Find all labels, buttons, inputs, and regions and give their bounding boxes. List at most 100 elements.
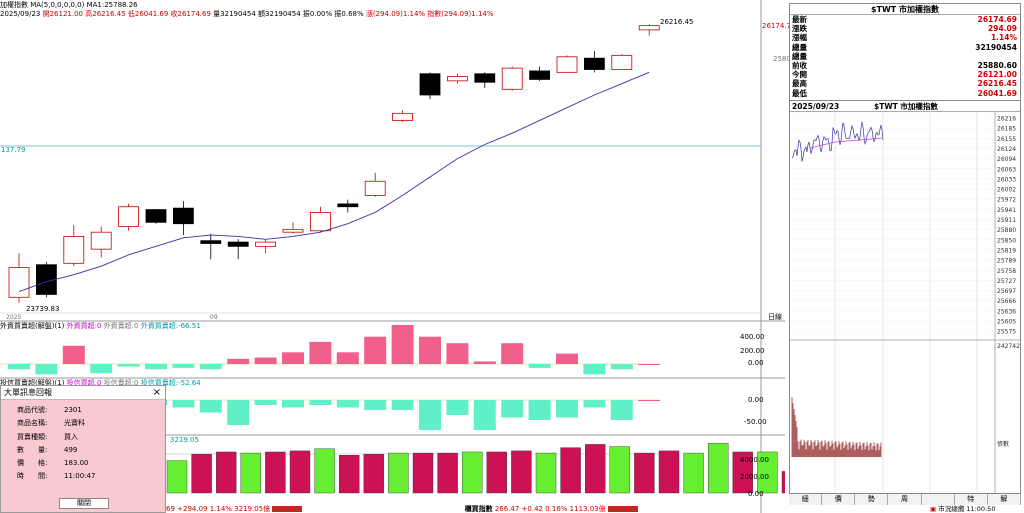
- dialog-rows: 商品代號: 2301 商品名稱: 光寶科 買賣種類: 買入數 量: 499 價 格: 183.0…: [1, 400, 165, 484]
- quote-rows: 最新 26174.69 漲跌 294.09 漲幅 1.14% 總量 32190454 總量 前收 2…: [790, 15, 1020, 98]
- quote-panel: $TWT 市加權指數 最新 26174.69 漲跌 294.09 漲幅 1.14% 總量 32…: [789, 3, 1021, 103]
- volume-bar: [339, 455, 360, 494]
- volume-bar: [240, 452, 262, 494]
- mini-price-line: [791, 121, 884, 162]
- mini-tab[interactable]: [921, 494, 955, 505]
- sub2-bar: [199, 400, 222, 413]
- sub2-tick-1: -50.00: [744, 418, 767, 426]
- quote-row: 最低 26041.69: [790, 89, 1020, 98]
- volume-bar: [732, 451, 753, 494]
- header-chg1: 振0.00%: [302, 10, 333, 18]
- mini-chart-svg[interactable]: 26216 26185 26155 26124 26094 26063 26033 26002…: [790, 112, 1020, 504]
- dialog-close-button[interactable]: 關閉: [59, 498, 109, 509]
- candle: [172, 207, 194, 225]
- quote-value: 25880.60: [977, 60, 1017, 70]
- sub2-bar: [419, 400, 441, 430]
- sub3-tick-1: 2000.00: [740, 473, 769, 481]
- sub1-bar: [336, 352, 359, 364]
- quote-label: 今開: [792, 70, 807, 80]
- dialog-row: 數 量: 499: [1, 444, 165, 457]
- sub1-bar: [199, 364, 222, 370]
- sub1-bar: [610, 364, 633, 370]
- mini-tab[interactable]: 細: [789, 494, 823, 505]
- sub1-bar: [501, 343, 524, 364]
- sub2-bar: [528, 400, 551, 420]
- candle: [90, 231, 112, 250]
- sub2-bar: [446, 400, 469, 415]
- mini-price-tick: 25636: [997, 308, 1016, 315]
- dialog-value: 光寶科: [64, 419, 85, 428]
- quote-row: 前收 25880.60: [790, 61, 1020, 70]
- sub1-bar: [583, 364, 606, 375]
- volume-bar: [388, 452, 409, 494]
- candle: [282, 228, 304, 233]
- sub1-bar: [528, 364, 551, 368]
- sub1-bar: [638, 364, 661, 365]
- volume-bar: [265, 451, 286, 494]
- mini-tab[interactable]: 特: [954, 494, 988, 505]
- candle: [556, 56, 578, 73]
- volume-bar: [683, 452, 704, 494]
- candle: [337, 203, 359, 208]
- quote-value: 26121.00: [977, 70, 1017, 80]
- status-right[interactable]: ▣ 市況總攬 11:00:50: [930, 505, 1024, 513]
- mini-tab[interactable]: 價: [822, 494, 856, 505]
- status-right-icon: ▣: [930, 505, 937, 513]
- dialog-title: 大單訊息回報: [4, 388, 52, 397]
- axis-month: 09: [210, 314, 218, 321]
- sub2-bar: [638, 400, 661, 401]
- dialog-row: 商品名稱: 光寶科: [1, 417, 165, 430]
- mini-price-tick: 25697: [997, 288, 1016, 295]
- status-left: 69 +294.09 1.14% 3219.05億: [166, 505, 271, 513]
- sub1-title-b: 外資買超:0: [66, 322, 102, 330]
- mini-price-tick: 25941: [997, 207, 1016, 214]
- quote-label: 漲幅: [792, 33, 807, 43]
- dialog-label: 買賣種類:: [17, 432, 48, 441]
- dialog-value: 183.00: [64, 459, 89, 468]
- dialog-value: 11:00:47: [64, 472, 96, 481]
- header-low: 低26041.69: [127, 10, 169, 18]
- mini-tab[interactable]: 周: [888, 494, 922, 505]
- status-mid-label: 櫃買指數: [464, 505, 493, 513]
- big-order-dialog[interactable]: 大單訊息回報 × 商品代號: 2301 商品名稱: 光寶科 買賣種類: 買入數 量: 499…: [0, 385, 166, 513]
- sub1-bar: [62, 345, 85, 364]
- mini-price-tick: 26063: [997, 166, 1016, 173]
- main-chart-svg[interactable]: [0, 0, 785, 513]
- candle: [638, 25, 660, 31]
- mini-tab[interactable]: 解: [987, 494, 1021, 505]
- candle: [364, 180, 386, 196]
- quote-label: 最高: [792, 79, 807, 89]
- volume-bar: [781, 471, 785, 494]
- quote-row: 漲幅 1.14%: [790, 33, 1020, 42]
- close-icon[interactable]: ×: [152, 387, 161, 398]
- sub2-tick-0: 0.00: [748, 396, 764, 404]
- status-right-text: 市況總攬 11:00:50: [938, 505, 996, 513]
- candle: [227, 241, 249, 247]
- sub1-bar: [90, 364, 113, 374]
- chart-area[interactable]: 加權指數 MA(5,0,0,0,0,0) MA1:25788.26 2025/0…: [0, 0, 791, 513]
- sub2-bar: [364, 400, 387, 410]
- low-label: 23739.83: [26, 305, 60, 313]
- sub2-bar: [583, 400, 606, 408]
- right-price-label-2: 2580: [773, 55, 791, 63]
- quote-row: 最高 26216.45: [790, 79, 1020, 88]
- header-idx: 指數(294.09)1.14%: [427, 10, 494, 18]
- quote-label: 前收: [792, 60, 807, 70]
- sub1-bar: [227, 358, 250, 364]
- dialog-row: 價 格: 183.00: [1, 457, 165, 470]
- header-title: 加權指數 MA(5,0,0,0,0,0) MA1:25788.26: [0, 1, 138, 9]
- mini-vol-tick: 242742: [997, 343, 1020, 350]
- volume-bar: [658, 450, 680, 494]
- sub2-bar: [473, 400, 496, 430]
- candle: [529, 70, 550, 80]
- mini-price-tick: 26002: [997, 187, 1016, 194]
- mini-chart-panel[interactable]: 2025/09/23 $TWT 市加權指數 26216 26185 26155 261…: [789, 100, 1021, 505]
- dialog-row: 商品代號: 2301: [1, 404, 165, 417]
- mini-tab[interactable]: 勢: [855, 494, 889, 505]
- candle: [200, 240, 222, 244]
- volume-bar: [708, 443, 729, 494]
- mini-date: 2025/09/23: [792, 102, 840, 111]
- status-bar: 69 +294.09 1.14% 3219.05億 櫃買指數 266.47 +0…: [166, 505, 785, 513]
- quote-value: 26174.69: [977, 15, 1017, 24]
- candle: [611, 54, 633, 70]
